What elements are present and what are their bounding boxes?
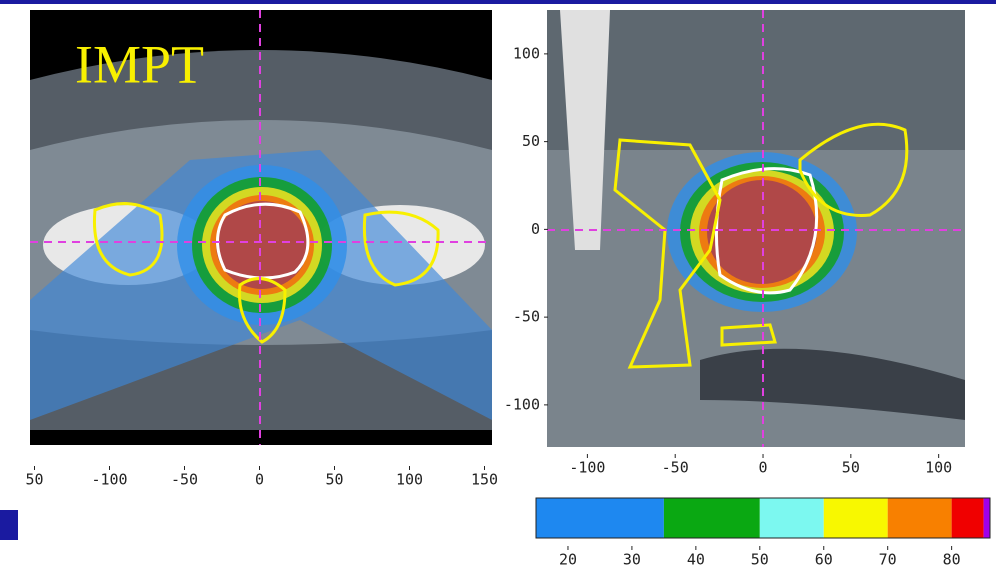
x-tick-label: 70 (879, 551, 897, 569)
x-tick-label: -50 (171, 471, 198, 489)
y-tick-label: -50 (513, 308, 540, 326)
colorbar-segment (760, 498, 824, 538)
x-tick-label: 80 (943, 551, 961, 569)
x-tick-label: 60 (815, 551, 833, 569)
x-tick-label: 50 (751, 551, 769, 569)
x-tick-label: 40 (687, 551, 705, 569)
y-tick-label: -100 (504, 395, 540, 413)
x-tick-label: 0 (759, 459, 768, 477)
colorbar-segment (824, 498, 888, 538)
colorbar-segment (888, 498, 952, 538)
sagittal-image (547, 10, 965, 447)
x-tick-label: 100 (396, 471, 423, 489)
corner-square (0, 510, 18, 540)
colorbar-segment (984, 498, 990, 538)
x-tick-label: 20 (559, 551, 577, 569)
x-tick-label: 100 (925, 459, 952, 477)
x-tick-label: 150 (471, 471, 498, 489)
modality-label: IMPT (75, 34, 204, 94)
x-tick-label: 50 (325, 471, 343, 489)
x-tick-label: 30 (623, 551, 641, 569)
x-tick-label: 50 (842, 459, 860, 477)
colorbar-segment (536, 498, 664, 538)
top-rule (0, 0, 996, 4)
x-tick-label: -100 (569, 459, 605, 477)
y-tick-label: 0 (531, 220, 540, 238)
y-tick-label: 50 (522, 132, 540, 150)
colorbar-segment (952, 498, 984, 538)
x-tick-label: -50 (662, 459, 689, 477)
figure: IMPT 50 -100 -50 0 50 100 150 -100 -50 0 50 100 -100… (0, 0, 996, 574)
x-tick-label: 0 (255, 471, 264, 489)
y-tick-label: 100 (513, 44, 540, 62)
x-tick-label: 50 (25, 471, 43, 489)
colorbar-segment (664, 498, 760, 538)
x-tick-label: -100 (91, 471, 127, 489)
